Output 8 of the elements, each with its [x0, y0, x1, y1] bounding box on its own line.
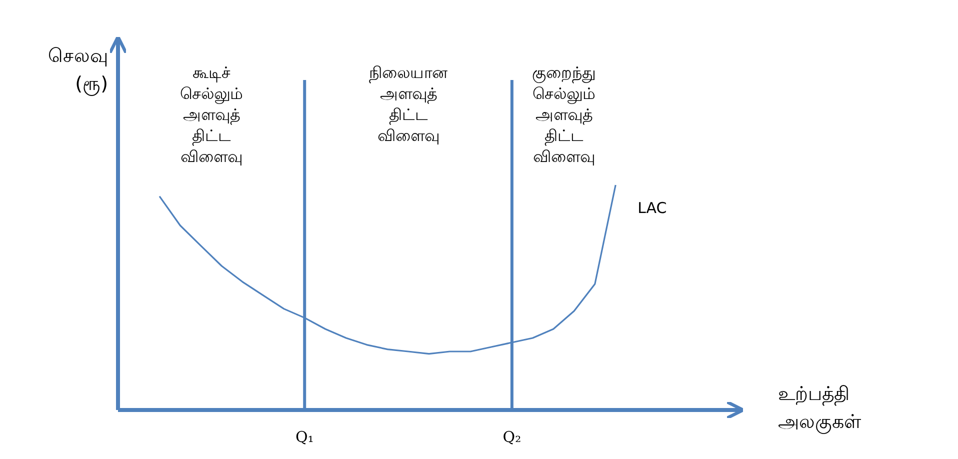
x-tick-label: Q₁ [295, 428, 314, 446]
x-tick-label: Q₂ [502, 428, 522, 446]
x-axis-title: உற்பத்தி அலகுகள் [778, 383, 862, 434]
series-label: LAC [638, 199, 667, 217]
y-axis-title: செலவு (ரூ) [48, 45, 108, 96]
text: குறைந்து செல்லும் அளவுத் திட்ட விளைவு [532, 63, 596, 166]
text: நிலையான அளவுத் திட்ட விளைவு [368, 63, 448, 145]
text: கூடிச் செல்லும் அளவுத் திட்ட விளைவு [180, 63, 243, 166]
